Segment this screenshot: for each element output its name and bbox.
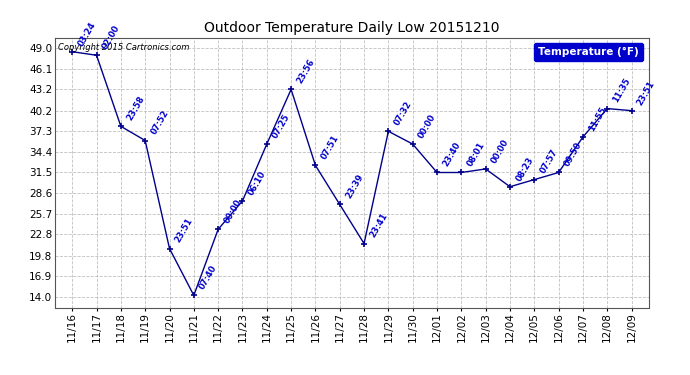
Text: 02:00: 02:00 — [101, 24, 121, 51]
Text: 03:24: 03:24 — [77, 20, 97, 48]
Text: 06:10: 06:10 — [246, 169, 268, 197]
Text: 23:39: 23:39 — [344, 173, 365, 200]
Text: 07:40: 07:40 — [198, 264, 219, 291]
Text: 08:23: 08:23 — [514, 155, 535, 183]
Text: 07:51: 07:51 — [319, 134, 341, 161]
Text: 08:01: 08:01 — [466, 141, 486, 168]
Text: 07:25: 07:25 — [271, 112, 292, 140]
Title: Outdoor Temperature Daily Low 20151210: Outdoor Temperature Daily Low 20151210 — [204, 21, 500, 35]
Text: 07:57: 07:57 — [538, 148, 560, 176]
Text: 07:52: 07:52 — [149, 109, 170, 136]
Text: 23:51: 23:51 — [635, 79, 657, 106]
Text: 00:00: 00:00 — [490, 138, 511, 165]
Legend: Temperature (°F): Temperature (°F) — [534, 43, 643, 61]
Text: 11:35: 11:35 — [611, 77, 633, 104]
Text: 23:51: 23:51 — [174, 217, 195, 244]
Text: 00:00: 00:00 — [417, 112, 438, 140]
Text: 23:40: 23:40 — [441, 141, 462, 168]
Text: 09:50: 09:50 — [563, 141, 584, 168]
Text: 07:32: 07:32 — [393, 100, 413, 127]
Text: Copyright 2015 Cartronics.com: Copyright 2015 Cartronics.com — [58, 43, 190, 52]
Text: 11:55: 11:55 — [587, 105, 609, 133]
Text: 23:58: 23:58 — [125, 94, 146, 122]
Text: 00:00: 00:00 — [222, 198, 244, 225]
Text: 23:41: 23:41 — [368, 212, 389, 239]
Text: 23:56: 23:56 — [295, 57, 317, 85]
